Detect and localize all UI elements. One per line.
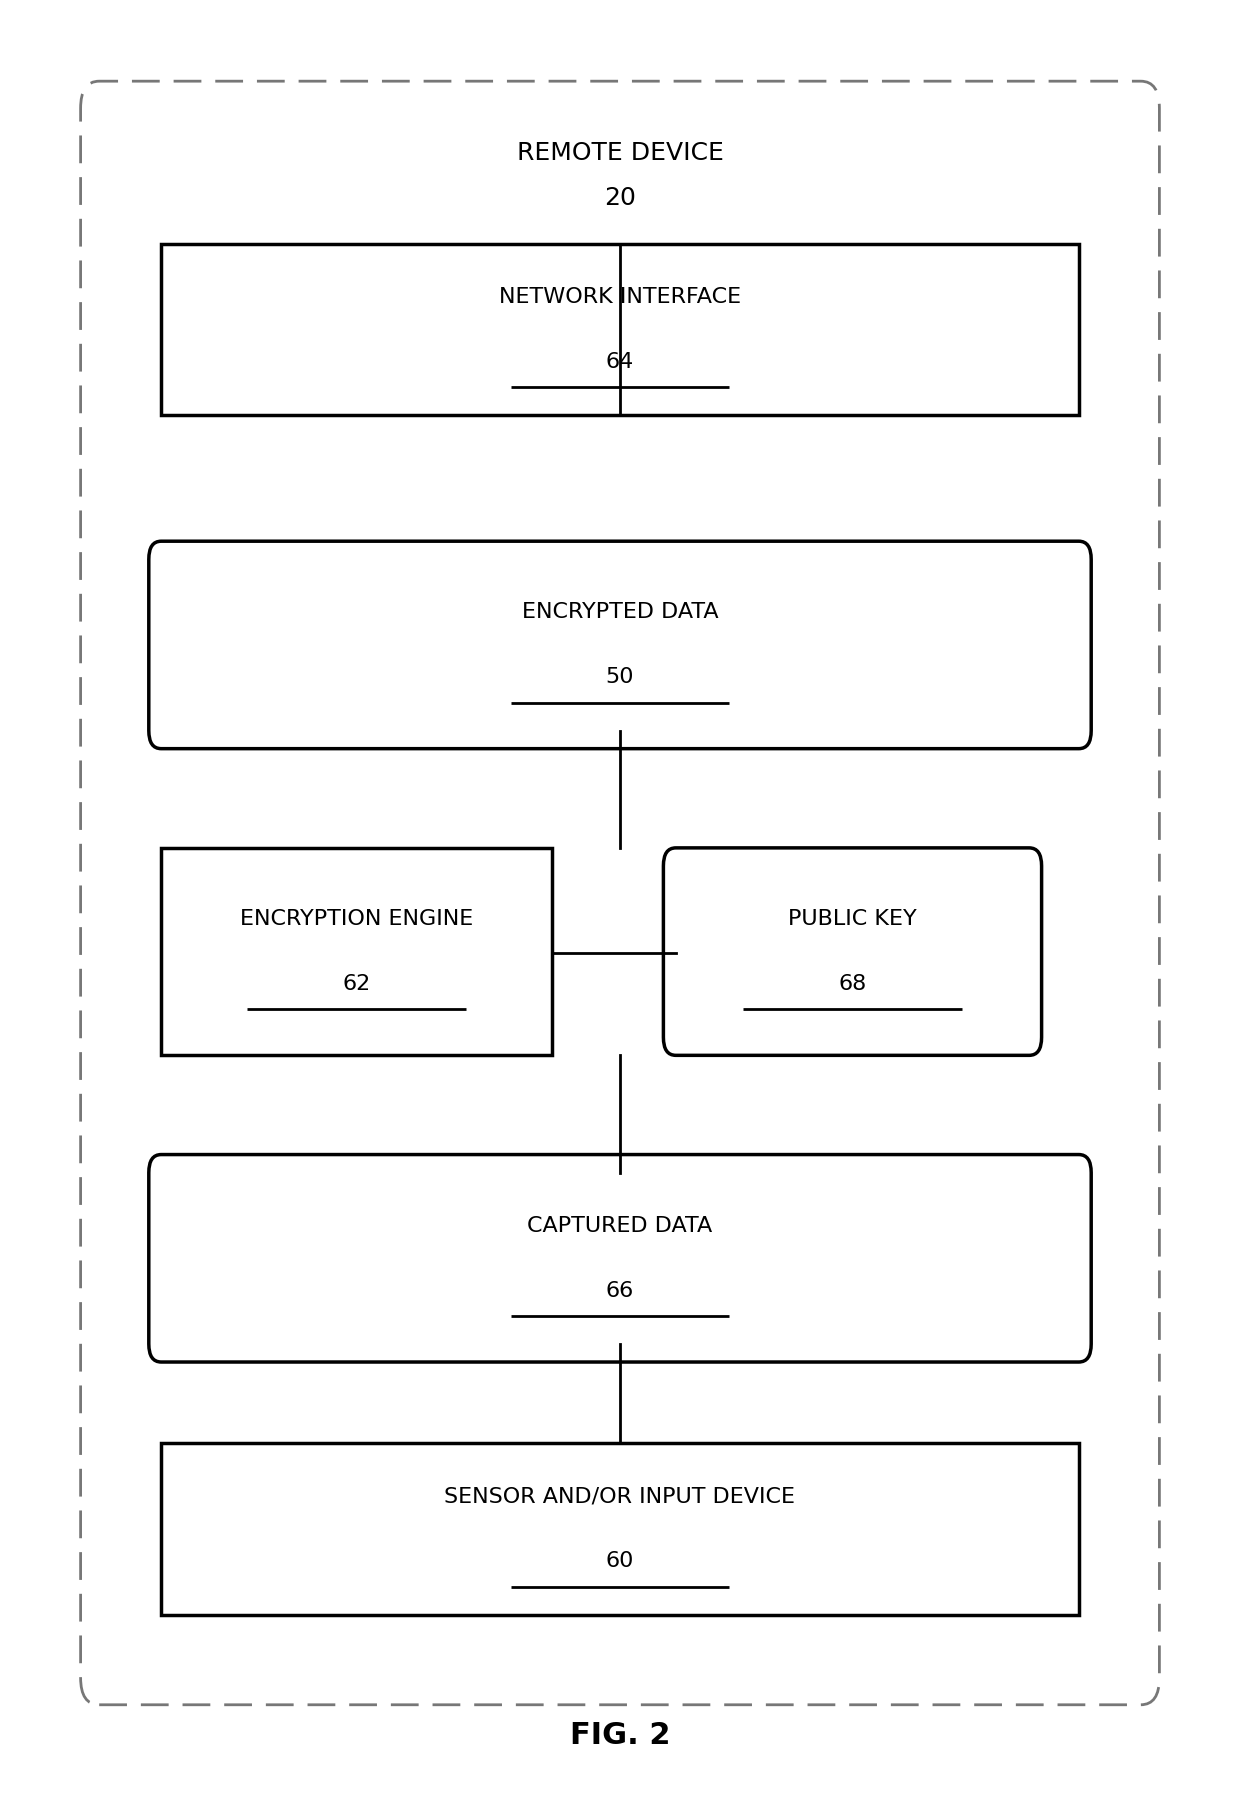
Text: 62: 62: [342, 974, 371, 994]
Text: 20: 20: [604, 186, 636, 211]
FancyBboxPatch shape: [161, 1443, 1079, 1615]
Text: ENCRYPTED DATA: ENCRYPTED DATA: [522, 603, 718, 622]
Text: FIG. 2: FIG. 2: [569, 1721, 671, 1750]
Text: NETWORK INTERFACE: NETWORK INTERFACE: [498, 287, 742, 307]
Text: 60: 60: [606, 1551, 634, 1571]
Text: 50: 50: [606, 667, 634, 687]
FancyBboxPatch shape: [663, 848, 1042, 1055]
FancyBboxPatch shape: [161, 848, 552, 1055]
Text: CAPTURED DATA: CAPTURED DATA: [527, 1216, 713, 1236]
Text: 66: 66: [606, 1281, 634, 1301]
Text: SENSOR AND/OR INPUT DEVICE: SENSOR AND/OR INPUT DEVICE: [444, 1486, 796, 1506]
Text: REMOTE DEVICE: REMOTE DEVICE: [517, 141, 723, 166]
Text: PUBLIC KEY: PUBLIC KEY: [789, 909, 916, 929]
Text: ENCRYPTION ENGINE: ENCRYPTION ENGINE: [239, 909, 474, 929]
Text: 64: 64: [606, 352, 634, 372]
FancyBboxPatch shape: [161, 244, 1079, 415]
Text: 68: 68: [838, 974, 867, 994]
FancyBboxPatch shape: [149, 1155, 1091, 1362]
FancyBboxPatch shape: [149, 541, 1091, 749]
